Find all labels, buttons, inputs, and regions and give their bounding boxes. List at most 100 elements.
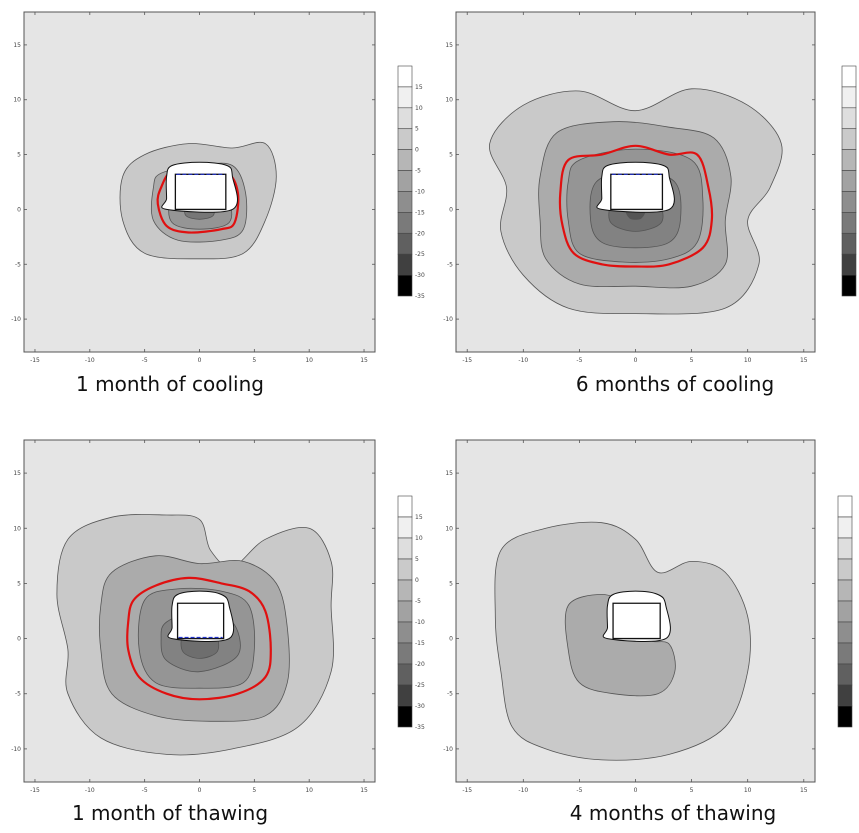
colorbar-swatch <box>837 600 853 623</box>
x-tick-label: 10 <box>305 357 313 364</box>
panels-group: -15 -10 -5 0 5 10 15 -10 -5 0 5 10 15 15 10 5 0 -5 -10 -15 -… <box>11 11 857 825</box>
colorbar-label: -25 <box>415 682 425 689</box>
x-tick-label: 10 <box>305 787 313 794</box>
colorbar-swatch <box>397 537 413 560</box>
colorbar-label: -20 <box>415 661 425 668</box>
colorbar-label: 10 <box>415 535 423 542</box>
y-tick-label: 5 <box>449 580 453 587</box>
colorbar-label: -15 <box>415 209 425 216</box>
colorbar-label: 5 <box>415 126 419 133</box>
colorbar-swatch <box>837 516 853 539</box>
colorbar-swatch <box>837 495 853 518</box>
y-tick-label: 10 <box>13 525 21 532</box>
x-tick-label: -10 <box>85 357 95 364</box>
panel-4: -15 -10 -5 0 5 10 15 -10 -5 0 5 10 15 4 months of tha… <box>443 439 853 825</box>
y-tick-label: -10 <box>11 316 21 323</box>
colorbar-label: -30 <box>415 703 425 710</box>
x-tick-label: -15 <box>462 357 472 364</box>
colorbar-swatch <box>397 579 413 602</box>
colorbar <box>837 495 853 728</box>
colorbar-label: -5 <box>415 168 421 175</box>
y-tick-label: -5 <box>447 691 453 698</box>
colorbar-swatch <box>397 86 413 109</box>
colorbar-label: 5 <box>415 556 419 563</box>
colorbar-swatch <box>841 107 857 130</box>
colorbar-swatch <box>841 232 857 255</box>
colorbar-swatch <box>397 684 413 707</box>
x-tick-label: 5 <box>252 787 256 794</box>
colorbar-swatch <box>397 621 413 644</box>
colorbar-swatch <box>397 128 413 150</box>
colorbar-swatch <box>397 274 413 297</box>
contour-fills <box>494 521 751 761</box>
colorbar-swatch <box>841 191 857 213</box>
colorbar-swatch <box>841 65 857 88</box>
contour-fills <box>489 88 783 315</box>
x-tick-label: 15 <box>360 787 368 794</box>
x-tick-label: 5 <box>690 787 694 794</box>
colorbar-label: 15 <box>415 514 423 521</box>
colorbar-swatch <box>397 65 413 88</box>
y-tick-label: 0 <box>17 636 21 643</box>
tunnel-box <box>176 602 225 640</box>
tunnel-box <box>610 173 664 211</box>
colorbar-swatch <box>837 663 853 686</box>
x-tick-label: -5 <box>142 357 148 364</box>
panel-1: -15 -10 -5 0 5 10 15 -10 -5 0 5 10 15 15 10 5 0 -5 -10 -15 -… <box>11 11 425 396</box>
y-tick-label: -5 <box>15 691 21 698</box>
contour-fills <box>119 141 277 260</box>
colorbar-swatch <box>397 600 413 623</box>
colorbar-label: -30 <box>415 272 425 279</box>
colorbar-swatch <box>397 663 413 686</box>
tunnel-box <box>612 602 661 640</box>
panel-caption: 1 month of cooling <box>76 372 264 396</box>
x-tick-label: -15 <box>462 787 472 794</box>
colorbar-swatch <box>397 558 413 581</box>
colorbar-swatch <box>397 170 413 192</box>
colorbar-swatch <box>397 107 413 130</box>
colorbar-label: -10 <box>415 188 425 195</box>
x-tick-label: 15 <box>800 357 808 364</box>
colorbar-label: -10 <box>415 619 425 626</box>
colorbar-swatch <box>841 274 857 297</box>
x-tick-label: 0 <box>634 357 638 364</box>
y-tick-label: 0 <box>449 206 453 213</box>
x-tick-label: 15 <box>360 357 368 364</box>
y-tick-label: -10 <box>443 316 453 323</box>
y-tick-label: 10 <box>445 97 453 104</box>
colorbar-swatch <box>837 579 853 602</box>
colorbar-swatch <box>841 149 857 171</box>
y-tick-label: -10 <box>11 746 21 753</box>
colorbar-swatch <box>397 705 413 728</box>
x-tick-label: -15 <box>30 357 40 364</box>
colorbar-label: -35 <box>415 293 425 300</box>
colorbar-label: 0 <box>415 577 419 584</box>
y-tick-label: 15 <box>445 42 453 49</box>
colorbar-swatch <box>397 232 413 255</box>
x-tick-label: 10 <box>744 787 752 794</box>
colorbar-swatch <box>841 86 857 109</box>
y-tick-label: 5 <box>17 152 21 159</box>
panel-caption: 6 months of cooling <box>576 372 774 396</box>
colorbar-swatch <box>837 684 853 707</box>
y-tick-label: -5 <box>447 261 453 268</box>
colorbar-label: 10 <box>415 105 423 112</box>
panel-caption: 1 month of thawing <box>72 801 268 825</box>
y-tick-label: 0 <box>449 636 453 643</box>
x-tick-label: -10 <box>85 787 95 794</box>
colorbar-swatch <box>397 495 413 518</box>
colorbar-swatch <box>397 516 413 539</box>
x-tick-label: 5 <box>252 357 256 364</box>
colorbar-label: -15 <box>415 640 425 647</box>
colorbar: 15 10 5 0 -5 -10 -15 -20 -25 -30 -35 <box>397 65 425 300</box>
freezing-isotherm-line <box>558 144 714 268</box>
x-tick-label: -10 <box>518 787 528 794</box>
panel-caption: 4 months of thawing <box>570 801 776 825</box>
x-tick-label: -5 <box>142 787 148 794</box>
x-tick-label: 0 <box>198 787 202 794</box>
panel-3: -15 -10 -5 0 5 10 15 -10 -5 0 5 10 15 15 10 5 0 -5 -10 -15 -… <box>11 439 425 825</box>
y-tick-label: 15 <box>445 470 453 477</box>
x-tick-label: 0 <box>198 357 202 364</box>
y-tick-label: -10 <box>443 746 453 753</box>
